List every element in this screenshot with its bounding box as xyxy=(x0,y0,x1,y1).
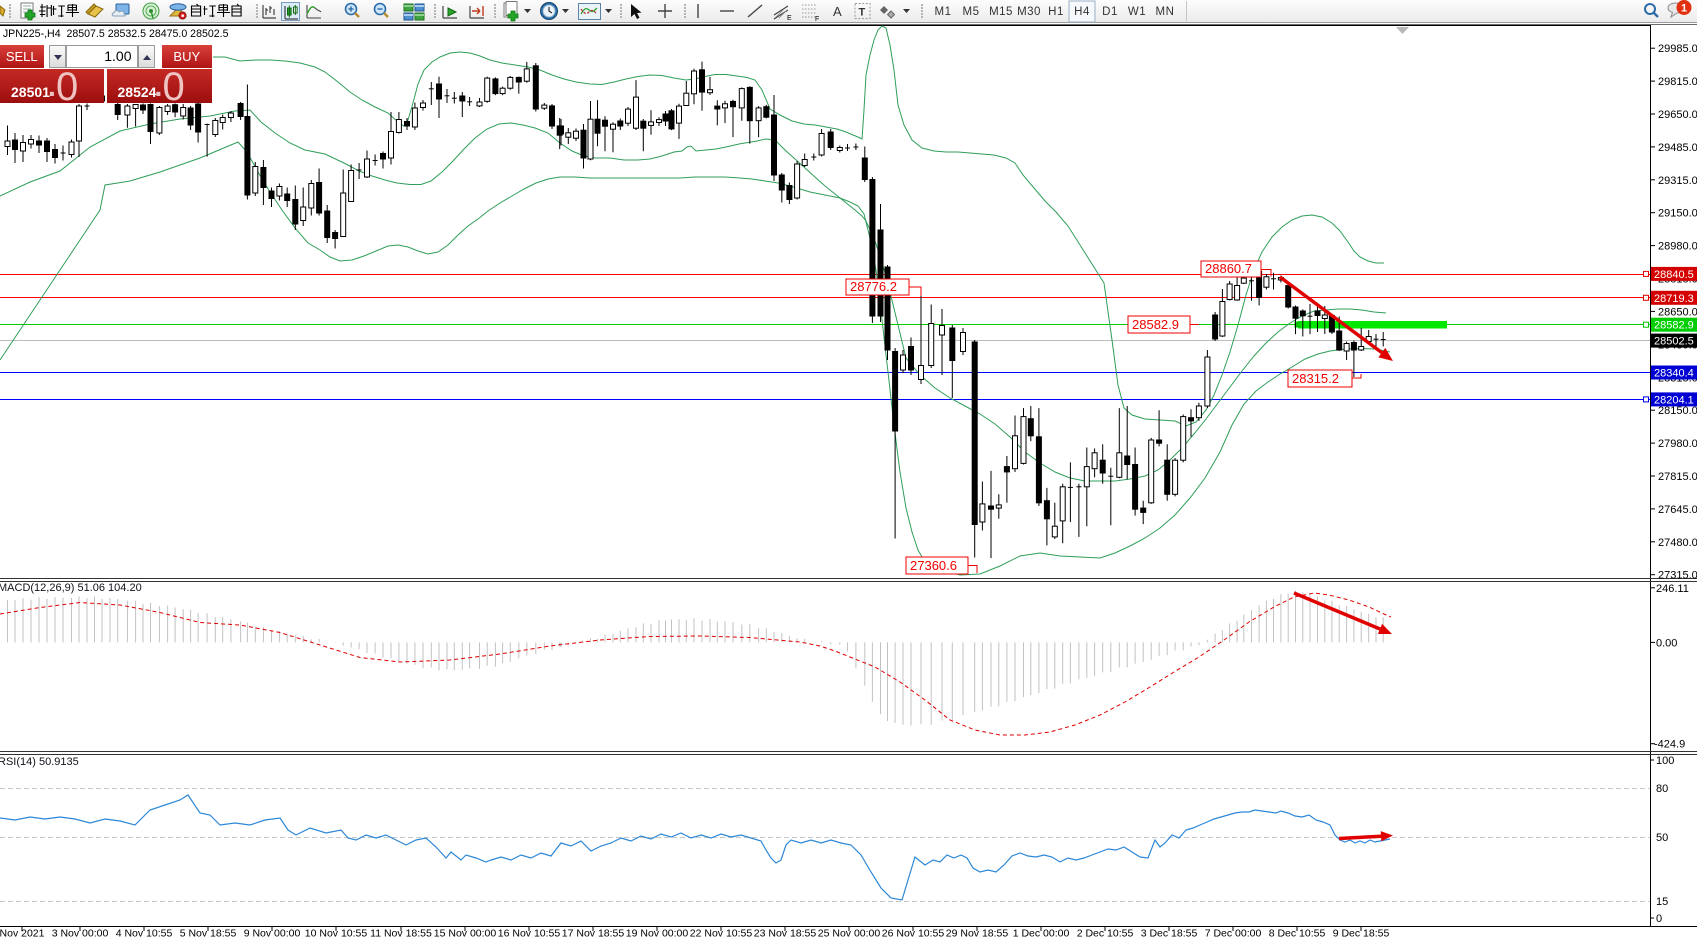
svg-text:17 Nov 18:55: 17 Nov 18:55 xyxy=(562,928,625,940)
svg-text:H1: H1 xyxy=(1048,6,1064,18)
svg-text:80: 80 xyxy=(1656,783,1668,795)
svg-text:28840.5: 28840.5 xyxy=(1654,269,1694,281)
svg-text:28860.7: 28860.7 xyxy=(1205,261,1252,276)
svg-text:9 Nov 00:00: 9 Nov 00:00 xyxy=(244,928,301,940)
svg-text:M1: M1 xyxy=(935,6,952,18)
svg-text:28340.4: 28340.4 xyxy=(1654,368,1694,380)
svg-text:5 Nov 18:55: 5 Nov 18:55 xyxy=(180,928,237,940)
svg-text:27480.0: 27480.0 xyxy=(1658,537,1697,549)
svg-text:28582.9: 28582.9 xyxy=(1654,320,1694,332)
svg-text:246.11: 246.11 xyxy=(1656,583,1689,595)
svg-text:0.00: 0.00 xyxy=(1656,637,1677,649)
svg-text:25 Nov 00:00: 25 Nov 00:00 xyxy=(818,928,881,940)
svg-text:E: E xyxy=(787,15,792,22)
svg-text:9 Dec 18:55: 9 Dec 18:55 xyxy=(1333,928,1390,940)
svg-text:15: 15 xyxy=(1656,896,1668,908)
svg-text:28204.1: 28204.1 xyxy=(1654,394,1694,406)
svg-text:50: 50 xyxy=(1656,832,1668,844)
svg-text:28150.0: 28150.0 xyxy=(1658,405,1697,417)
svg-text:0: 0 xyxy=(1656,913,1662,925)
svg-text:27815.0: 27815.0 xyxy=(1658,471,1697,483)
svg-text:8 Dec 10:55: 8 Dec 10:55 xyxy=(1269,928,1326,940)
svg-text:4 Nov 10:55: 4 Nov 10:55 xyxy=(116,928,173,940)
svg-text:T: T xyxy=(859,7,866,19)
svg-text:28650.0: 28650.0 xyxy=(1658,306,1697,318)
svg-text:100: 100 xyxy=(1656,755,1674,767)
svg-text:22 Nov 10:55: 22 Nov 10:55 xyxy=(690,928,753,940)
svg-text:29985.0: 29985.0 xyxy=(1658,43,1697,55)
svg-text:29315.0: 29315.0 xyxy=(1658,175,1697,187)
svg-text:10 Nov 10:55: 10 Nov 10:55 xyxy=(305,928,368,940)
svg-text:29815.0: 29815.0 xyxy=(1658,76,1697,88)
svg-text:D1: D1 xyxy=(1102,6,1118,18)
svg-text:29485.0: 29485.0 xyxy=(1658,142,1697,154)
svg-text:W1: W1 xyxy=(1128,6,1146,18)
svg-text:27315.0: 27315.0 xyxy=(1658,570,1697,582)
svg-text:. JPN225-,H4 28507.5 28532.5: . JPN225-,H4 28507.5 28532.5 28475.0 285… xyxy=(0,28,229,40)
svg-text:7 Dec 00:00: 7 Dec 00:00 xyxy=(1205,928,1262,940)
svg-text:23 Nov 18:55: 23 Nov 18:55 xyxy=(754,928,817,940)
svg-text:RSI(14) 50.9135: RSI(14) 50.9135 xyxy=(0,756,79,768)
svg-text:M15: M15 xyxy=(989,6,1013,18)
svg-text:M30: M30 xyxy=(1017,6,1041,18)
svg-text:29 Nov 18:55: 29 Nov 18:55 xyxy=(946,928,1009,940)
svg-text:15 Nov 00:00: 15 Nov 00:00 xyxy=(434,928,497,940)
svg-text:1: 1 xyxy=(1681,3,1687,15)
svg-text:28315.2: 28315.2 xyxy=(1292,371,1339,386)
svg-text:27645.0: 27645.0 xyxy=(1658,504,1697,516)
svg-text:27360.6: 27360.6 xyxy=(910,558,957,573)
svg-text:Nov 2021: Nov 2021 xyxy=(0,928,45,940)
svg-text:28719.3: 28719.3 xyxy=(1654,293,1694,305)
svg-text:MN: MN xyxy=(1156,6,1175,18)
svg-text:19 Nov 00:00: 19 Nov 00:00 xyxy=(626,928,689,940)
svg-text:2 Dec 10:55: 2 Dec 10:55 xyxy=(1077,928,1134,940)
svg-text:28502.5: 28502.5 xyxy=(1654,336,1694,348)
svg-text:27980.0: 27980.0 xyxy=(1658,438,1697,450)
svg-text:A: A xyxy=(833,4,842,19)
svg-text:-424.9: -424.9 xyxy=(1654,739,1685,751)
svg-text:H4: H4 xyxy=(1074,6,1090,18)
svg-text:11 Nov 18:55: 11 Nov 18:55 xyxy=(370,928,432,940)
svg-text:28776.2: 28776.2 xyxy=(850,279,897,294)
svg-text:29150.0: 29150.0 xyxy=(1658,208,1697,220)
svg-text:28980.0: 28980.0 xyxy=(1658,241,1697,253)
svg-text:3 Dec 18:55: 3 Dec 18:55 xyxy=(1141,928,1198,940)
svg-text:29650.0: 29650.0 xyxy=(1658,109,1697,121)
svg-text:3 Nov 00:00: 3 Nov 00:00 xyxy=(52,928,109,940)
svg-text:F: F xyxy=(815,16,819,23)
svg-text:28582.9: 28582.9 xyxy=(1132,317,1179,332)
svg-text:1 Dec 00:00: 1 Dec 00:00 xyxy=(1013,928,1070,940)
svg-text:M5: M5 xyxy=(963,6,980,18)
svg-text:26 Nov 10:55: 26 Nov 10:55 xyxy=(882,928,945,940)
svg-text:MACD(12,26,9) 51.06 104.20: MACD(12,26,9) 51.06 104.20 xyxy=(0,582,142,594)
svg-text:16 Nov 10:55: 16 Nov 10:55 xyxy=(498,928,561,940)
